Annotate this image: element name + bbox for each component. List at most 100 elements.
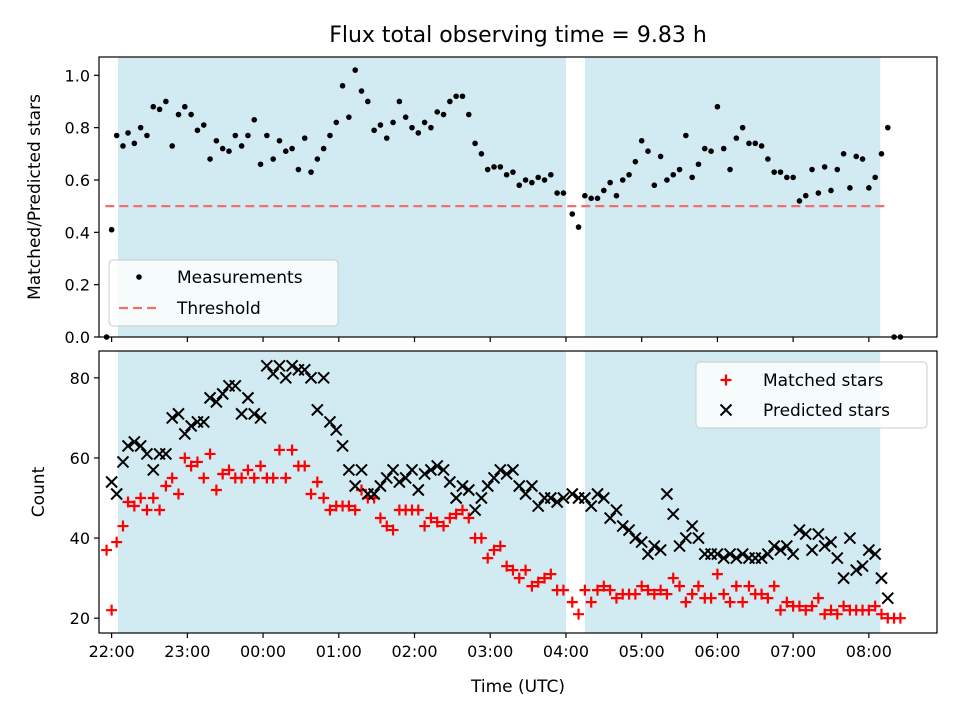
x-tick-label: 22:00 — [89, 642, 135, 661]
measurement-point — [232, 132, 239, 139]
matched-star-point — [667, 572, 679, 584]
matched-star-point — [488, 544, 500, 556]
measurement-point — [200, 122, 207, 128]
matched-star-point — [756, 588, 768, 600]
measurement-point — [478, 151, 485, 157]
top-y-axis-label: Matched/Predicted stars — [25, 94, 45, 300]
predicted-star-point — [850, 563, 863, 577]
measurement-point — [346, 114, 352, 120]
measurement-point — [866, 185, 872, 191]
measurement-point — [465, 111, 472, 118]
measurement-point — [594, 195, 601, 202]
matched-star-point — [513, 572, 525, 584]
predicted-star-point — [134, 439, 147, 453]
x-tick-label: 00:00 — [240, 642, 286, 661]
matched-star-point — [173, 488, 185, 500]
matched-star-point — [475, 532, 487, 544]
matched-star-point — [711, 568, 723, 580]
measurement-point — [884, 124, 891, 131]
measurement-point — [120, 143, 126, 149]
legend-label: Threshold — [176, 299, 261, 319]
predicted-star-point — [424, 463, 438, 477]
measurement-point — [383, 135, 390, 141]
predicted-star-point — [578, 491, 592, 505]
measurement-point — [497, 164, 504, 170]
matched-star-point — [204, 448, 216, 460]
measurement-point — [613, 192, 620, 199]
x-tick-label: 01:00 — [316, 642, 362, 661]
matched-star-point — [686, 588, 698, 600]
measurement-point — [219, 145, 226, 152]
measurement-point — [588, 195, 594, 202]
matched-star-point — [718, 588, 730, 600]
predicted-star-point — [767, 539, 781, 553]
y-tick-label: 1.0 — [65, 66, 90, 85]
measurement-point — [522, 177, 529, 183]
measurement-point — [371, 127, 377, 134]
predicted-star-point — [780, 539, 794, 553]
matched-star-point — [431, 516, 443, 528]
matched-star-point — [299, 460, 311, 472]
y-tick-label: 40 — [70, 529, 90, 548]
measurement-point — [802, 192, 809, 199]
matched-star-point — [730, 580, 742, 592]
y-tick-label: 60 — [70, 449, 90, 468]
measurement-point — [352, 67, 358, 73]
predicted-star-point — [431, 459, 444, 473]
measurement-point — [447, 98, 453, 105]
measurement-point — [282, 148, 289, 155]
measurement-point — [108, 226, 115, 233]
matched-star-point — [280, 472, 292, 484]
predicted-star-point — [367, 487, 381, 501]
predicted-star-point — [412, 483, 425, 497]
measurement-point — [632, 158, 639, 165]
measurement-point — [402, 114, 409, 120]
predicted-star-point — [723, 547, 737, 561]
legend-label: Measurements — [177, 268, 303, 288]
predicted-star-point — [629, 531, 642, 545]
predicted-star-point — [342, 463, 356, 477]
matched-star-point — [806, 600, 818, 612]
matched-star-point — [869, 600, 881, 612]
predicted-star-point — [500, 467, 513, 481]
predicted-star-point — [279, 371, 292, 385]
predicted-star-point — [399, 471, 412, 485]
measurement-point — [607, 179, 613, 186]
measurement-point — [251, 117, 258, 123]
predicted-star-point — [812, 527, 825, 541]
predicted-star-point — [622, 523, 636, 537]
matched-star-point — [217, 468, 229, 480]
matched-star-point — [106, 604, 118, 616]
predicted-star-point — [443, 475, 457, 489]
matched-star-point — [160, 480, 172, 492]
measurement-point — [548, 171, 554, 178]
measurement-point — [720, 145, 727, 152]
x-tick-label: 05:00 — [619, 642, 665, 661]
predicted-star-point — [348, 479, 362, 493]
matched-star-point — [800, 604, 812, 616]
measurement-point — [872, 174, 878, 181]
matched-star-point — [381, 520, 393, 532]
matched-star-point — [494, 540, 506, 552]
measurement-point — [320, 145, 327, 152]
measurement-point — [645, 148, 651, 155]
predicted-star-point — [110, 487, 123, 501]
matched-star-point — [185, 460, 197, 472]
predicted-star-point — [121, 439, 135, 453]
measurement-point — [676, 166, 683, 173]
x-tick-label: 07:00 — [770, 642, 816, 661]
matched-star-point — [191, 456, 203, 468]
predicted-star-point — [273, 359, 286, 373]
measurement-point — [790, 174, 796, 181]
measurement-point — [409, 124, 415, 131]
y-tick-label: 0.8 — [65, 119, 90, 138]
matched-star-point — [412, 504, 424, 516]
matched-star-point — [236, 472, 248, 484]
matched-star-point — [705, 592, 717, 604]
matched-star-point — [456, 504, 468, 516]
matched-star-point — [724, 596, 736, 608]
predicted-star-point — [336, 439, 349, 453]
predicted-star-point — [165, 411, 179, 425]
measurement-point — [125, 130, 131, 136]
measurement-point — [257, 161, 264, 168]
